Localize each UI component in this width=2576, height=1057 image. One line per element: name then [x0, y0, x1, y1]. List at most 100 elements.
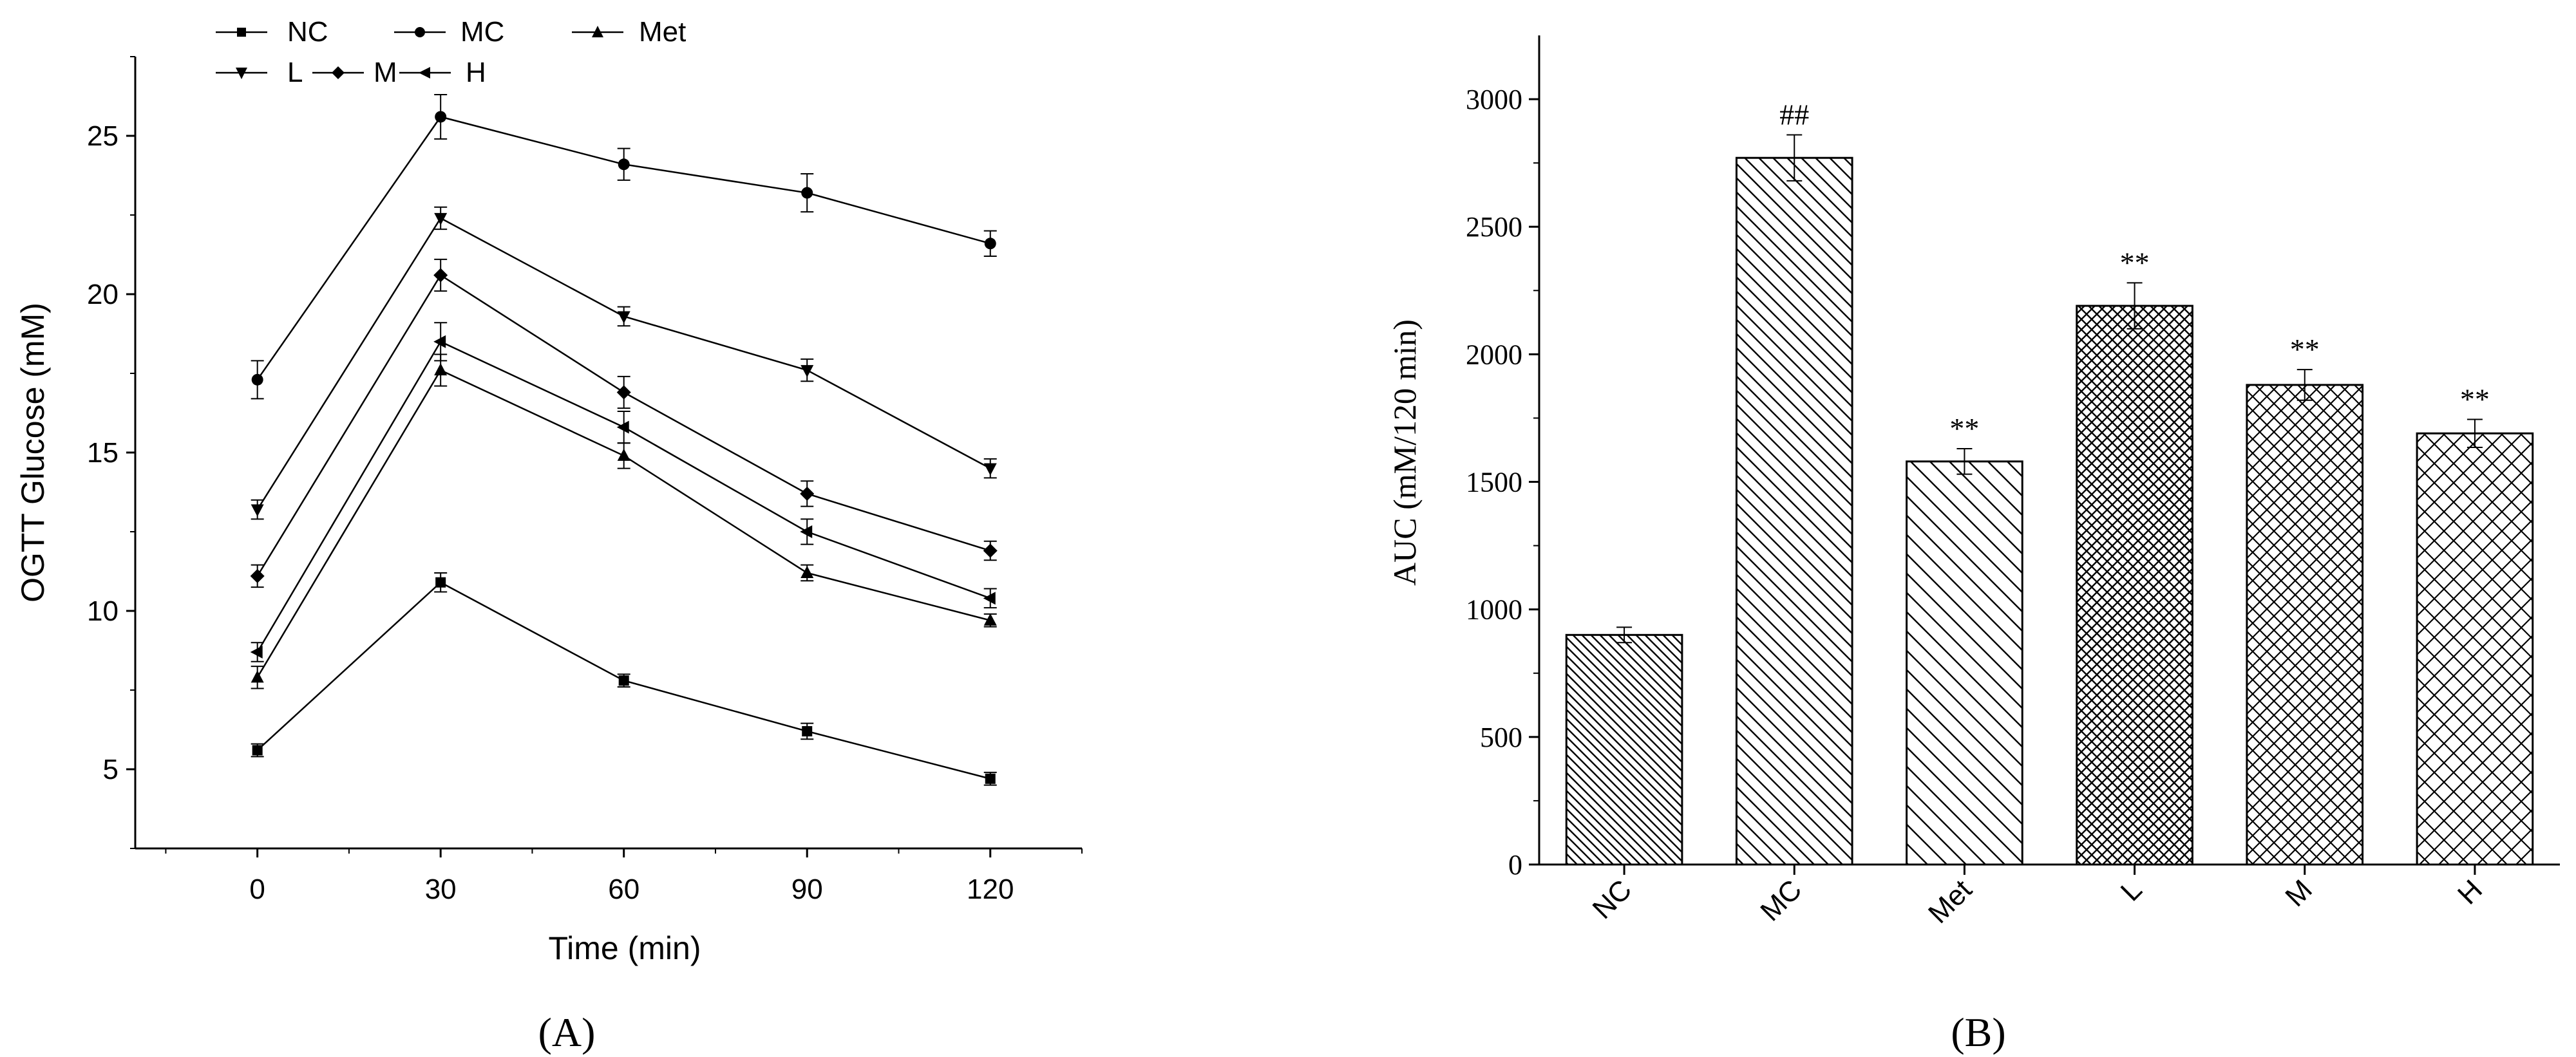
- bar: [1565, 633, 1683, 866]
- series-l: [251, 206, 997, 520]
- x-tick-label: 90: [791, 874, 823, 905]
- y-tick-label: 5: [103, 754, 118, 785]
- y-tick-label: 25: [87, 120, 118, 152]
- series-h: [250, 322, 997, 662]
- x-axis-ticks: 0 30 60 90 120: [165, 848, 1083, 905]
- series-nc: [251, 572, 997, 786]
- y-axis-ticks: 5 10 15 20 25: [87, 56, 135, 849]
- legend-label: NC: [287, 16, 328, 48]
- y-tick-label: 2000: [1466, 339, 1522, 370]
- y-tick-label: 0: [1508, 849, 1522, 881]
- series-met: [251, 353, 997, 689]
- x-tick-label: M: [2279, 874, 2318, 913]
- panel-label-b: (B): [1951, 1009, 2005, 1055]
- y-tick-label: 1000: [1466, 594, 1522, 626]
- panel-label-a: (A): [538, 1009, 596, 1055]
- legend-item-met: Met: [572, 16, 686, 48]
- series-mc: [251, 94, 997, 400]
- y-tick-label: 3000: [1466, 84, 1522, 115]
- data-point-triangle-up: [800, 565, 814, 578]
- data-point-triangle-left: [800, 525, 813, 538]
- significance-annotation: **: [2290, 333, 2320, 366]
- data-point-triangle-down: [800, 365, 814, 378]
- series-m: [250, 258, 998, 588]
- legend-marker-circle: [415, 27, 425, 37]
- x-tick-label: 0: [249, 874, 265, 905]
- line-chart-panel: 5 10 15 20 25 0 30 60 90 120 OGTT Glucose (mM) T…: [15, 16, 1083, 1055]
- legend-label: H: [466, 57, 486, 88]
- bar-h: **: [2416, 382, 2534, 866]
- significance-annotation: **: [2120, 246, 2150, 279]
- x-tick-label: 30: [425, 874, 457, 905]
- y-tick-label: 10: [87, 595, 118, 627]
- data-point-circle: [618, 158, 630, 171]
- x-axis-ticks: NC MC Met L M H: [1587, 865, 2488, 930]
- legend-item-nc: NC: [216, 16, 328, 48]
- data-point-square: [435, 577, 446, 588]
- legend-marker-triangle-left: [419, 67, 430, 79]
- legend-label: L: [287, 57, 303, 88]
- data-point-diamond: [800, 486, 815, 501]
- data-point-circle: [251, 373, 263, 386]
- y-tick-label: 15: [87, 437, 118, 469]
- x-tick-label: 60: [608, 874, 639, 905]
- legend-item-m: M: [312, 57, 397, 88]
- legend-marker-triangle-up: [592, 26, 603, 37]
- x-tick-label: Met: [1922, 874, 1978, 930]
- y-tick-label: 1500: [1466, 467, 1522, 498]
- legend-label: Met: [639, 16, 686, 48]
- legend-marker-triangle-down: [236, 68, 247, 79]
- data-point-triangle-left: [433, 335, 446, 348]
- bar: [2416, 432, 2534, 866]
- y-axis-label: OGTT Glucose (mM): [15, 303, 51, 603]
- y-tick-label: 500: [1480, 722, 1522, 753]
- bar: [1906, 460, 2023, 866]
- legend-item-h: H: [399, 57, 486, 88]
- data-point-triangle-up: [251, 670, 264, 683]
- data-point-square: [985, 773, 996, 784]
- legend-marker-square: [237, 28, 246, 37]
- data-point-diamond: [250, 568, 265, 583]
- data-point-square: [802, 725, 813, 736]
- data-point-triangle-up: [983, 613, 997, 626]
- data-point-triangle-up: [434, 363, 448, 376]
- x-tick-label: NC: [1587, 874, 1638, 925]
- legend-item-l: L: [216, 57, 303, 88]
- bar: [2076, 304, 2193, 866]
- legend-marker-diamond: [332, 66, 345, 79]
- data-point-square: [618, 675, 629, 686]
- data-point-diamond: [433, 268, 448, 283]
- legend-label: M: [374, 57, 397, 88]
- bar-chart-panel: ## ** ** ** ** 0 500 1000 1500 2000 2500 3000 NC MC…: [1387, 35, 2560, 1055]
- significance-annotation: ##: [1779, 98, 1809, 131]
- data-point-triangle-left: [250, 645, 263, 659]
- legend-label: MC: [460, 16, 504, 48]
- data-point-diamond: [983, 543, 998, 558]
- bar-mc: ##: [1735, 98, 1853, 866]
- x-tick-label: MC: [1754, 874, 1808, 927]
- y-axis-label: AUC (mM/120 min): [1387, 319, 1423, 586]
- legend: NC MC Met L M: [216, 16, 686, 88]
- data-point-square: [252, 745, 263, 756]
- x-tick-label: 120: [967, 874, 1014, 905]
- data-point-triangle-down: [617, 311, 630, 324]
- y-tick-label: 20: [87, 279, 118, 310]
- bar-nc: [1565, 626, 1683, 866]
- bar-m: **: [2246, 333, 2364, 866]
- data-point-circle: [801, 187, 813, 199]
- y-axis-ticks: 0 500 1000 1500 2000 2500 3000: [1466, 84, 1539, 881]
- x-tick-label: L: [2115, 874, 2148, 907]
- bar-group: ## ** ** ** **: [1565, 98, 2534, 866]
- significance-annotation: **: [2460, 382, 2490, 415]
- x-tick-label: H: [2452, 874, 2488, 910]
- line-series-group: [250, 94, 998, 786]
- data-point-triangle-left: [616, 420, 629, 434]
- legend-item-mc: MC: [394, 16, 504, 48]
- significance-annotation: **: [1949, 412, 1979, 445]
- data-point-triangle-down: [434, 212, 448, 225]
- data-point-triangle-down: [251, 504, 264, 517]
- y-tick-label: 2500: [1466, 211, 1522, 243]
- data-point-triangle-up: [617, 448, 630, 461]
- data-point-diamond: [616, 385, 631, 400]
